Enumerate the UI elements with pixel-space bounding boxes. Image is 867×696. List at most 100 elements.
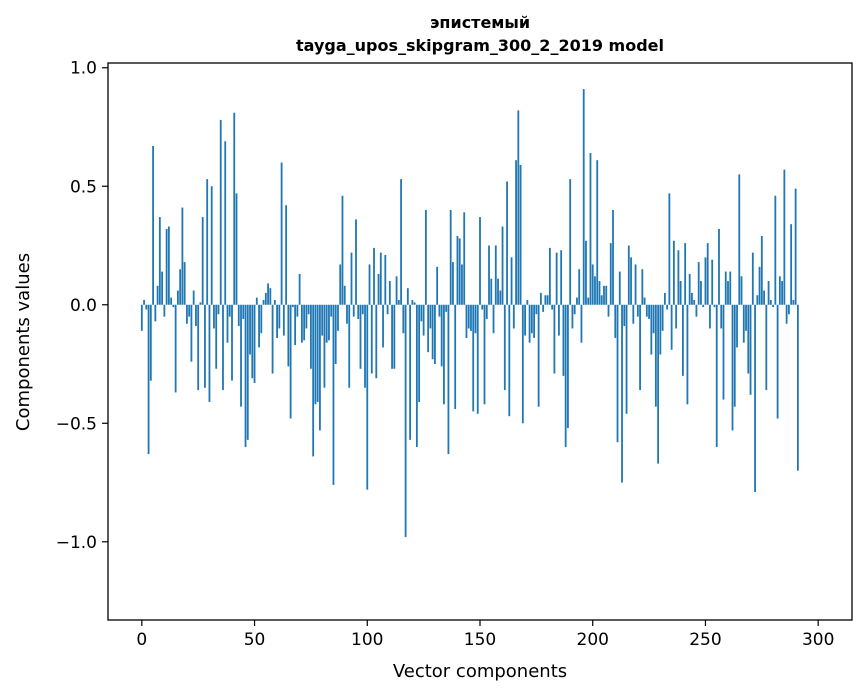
bar: [233, 112, 236, 305]
bar: [652, 304, 655, 334]
bar: [422, 304, 425, 336]
bar: [285, 205, 288, 305]
bar: [273, 300, 276, 305]
bar: [754, 304, 756, 493]
bar: [224, 141, 227, 305]
bar: [152, 145, 154, 305]
bar: [580, 304, 583, 343]
bar: [161, 271, 164, 305]
bar: [397, 300, 400, 305]
bar: [526, 300, 529, 305]
bar: [269, 288, 272, 305]
bar: [190, 304, 193, 362]
bar: [461, 264, 463, 305]
bar: [404, 304, 407, 538]
bar: [528, 304, 531, 343]
bar: [684, 243, 687, 305]
bar: [208, 304, 211, 402]
bar: [400, 179, 402, 305]
bar: [366, 304, 369, 490]
bar: [564, 304, 567, 447]
bar: [201, 217, 204, 305]
x-tick-label: 200: [577, 630, 609, 650]
bar: [781, 281, 784, 305]
bar: [213, 304, 215, 329]
bar: [276, 304, 278, 338]
bar: [760, 236, 763, 305]
bar: [393, 304, 396, 369]
bar: [609, 243, 612, 305]
bar: [352, 304, 355, 317]
bar: [596, 160, 599, 305]
bar: [197, 304, 200, 391]
bar: [377, 273, 380, 305]
y-tick-label: −1.0: [56, 533, 97, 553]
y-tick-label: 1.0: [70, 59, 97, 79]
bar: [370, 304, 373, 374]
bar: [440, 304, 443, 367]
bar: [508, 304, 511, 417]
bar: [573, 304, 576, 315]
bar: [614, 304, 617, 338]
bar: [357, 304, 360, 319]
bar: [226, 304, 229, 343]
bar: [643, 297, 646, 305]
bar: [436, 266, 439, 305]
bar: [621, 304, 623, 483]
chart-subtitle: tayga_upos_skipgram_300_2_2019 model: [296, 36, 664, 55]
bar: [447, 304, 450, 455]
bar: [316, 304, 319, 402]
bar: [348, 304, 351, 388]
bar: [742, 304, 745, 343]
y-axis-ticks: −1.0 −0.5 0.0 0.5 1.0: [56, 59, 108, 553]
bar: [445, 304, 448, 312]
bar: [499, 290, 502, 305]
bar: [729, 271, 732, 305]
bar: [589, 153, 592, 305]
bar: [291, 304, 294, 308]
bar: [364, 304, 366, 388]
bar: [337, 304, 339, 331]
bar: [704, 257, 707, 305]
bar: [607, 304, 610, 317]
bar: [258, 304, 260, 348]
bar: [296, 304, 299, 317]
bar: [632, 304, 635, 324]
bar: [706, 243, 709, 305]
bar: [659, 304, 662, 355]
bar: [280, 162, 283, 305]
bar: [670, 304, 673, 350]
bar: [176, 290, 179, 305]
bar: [204, 304, 206, 388]
bar: [260, 304, 263, 334]
bar: [179, 269, 182, 305]
bar: [262, 300, 265, 305]
bar: [458, 238, 461, 305]
bar: [567, 304, 569, 429]
bar: [533, 304, 536, 338]
bar: [688, 273, 691, 305]
bar: [679, 281, 682, 305]
bar: [235, 193, 238, 305]
bar: [375, 304, 378, 379]
bar: [278, 304, 281, 329]
bar: [328, 304, 330, 341]
bar: [391, 304, 393, 369]
bar: [494, 245, 497, 305]
bar: [379, 252, 382, 305]
bar: [156, 285, 159, 305]
bar: [264, 292, 267, 305]
bar: [517, 110, 520, 305]
bar: [434, 304, 436, 365]
bar: [594, 276, 596, 305]
bar: [470, 304, 472, 331]
bar: [415, 304, 418, 447]
bar: [195, 304, 197, 327]
bar: [682, 304, 684, 376]
bar: [271, 304, 274, 374]
bar: [645, 304, 648, 317]
bar: [758, 266, 761, 305]
x-tick-label: 250: [689, 630, 721, 650]
bar: [562, 304, 565, 376]
bar: [492, 304, 495, 334]
